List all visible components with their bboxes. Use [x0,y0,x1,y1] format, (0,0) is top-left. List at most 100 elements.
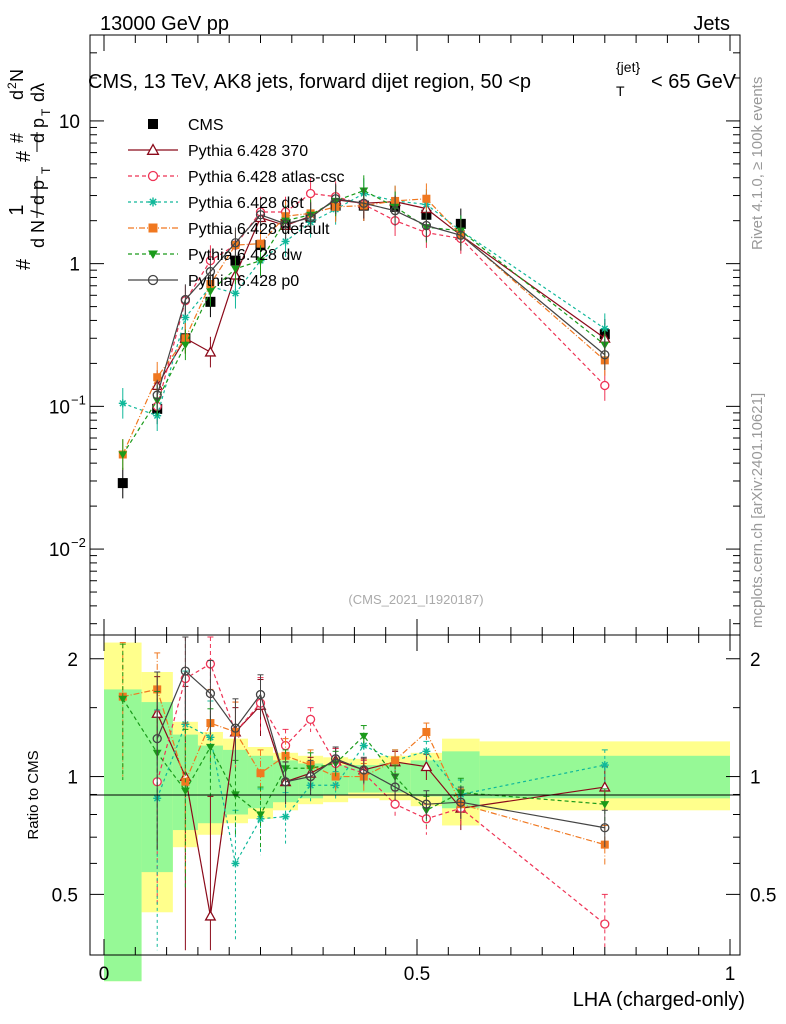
main-point-6-8 [359,198,369,208]
legend-marker-6 [147,274,159,286]
x-tick-label-2: 1 [725,964,736,985]
title-sub: T [616,83,625,99]
main-y-label: # 1 d N / d p T # # d p T d 2 N dλ [5,69,53,270]
side-label-mcplots: mcplots.cern.ch [arXiv:2401.10621] [749,393,766,628]
main-point-4-11 [422,194,431,203]
main-series [117,175,611,499]
side-label-rivet: Rivet 4.1.0, ≥ 100k events [749,77,766,250]
main-point-4-5 [256,239,265,248]
legend-label-1: Pythia 6.428 370 [188,143,308,160]
ratio-ytick-label-right-1: 1 [750,768,761,789]
main-ytick-exp-1: −1 [71,392,86,407]
ratio-ytick-label-left-1: 1 [67,768,78,789]
ratio-point-6-3 [230,723,241,733]
ratio-point-6-12 [600,823,610,833]
ratio-line-1 [156,704,605,917]
main-ytick-label-0: 10 [49,540,70,561]
ratio-point-5-0 [118,695,128,704]
main-ytick-label-2: 1 [69,255,80,276]
ratio-point-5-5 [256,811,265,819]
legend-marker-3 [148,197,158,207]
header-right: Jets [693,13,730,35]
legend-label-4: Pythia 6.428 default [188,221,330,238]
ratio-point-4-8 [331,772,340,781]
ratio-ytick-label-right-2: 2 [750,650,761,671]
main-point-6-7 [330,194,341,204]
ylabel-one: 1 [6,204,28,215]
main-point-6-2 [205,266,216,277]
main-point-6-3 [230,238,241,248]
ratio-point-5-9 [359,732,369,741]
ratio-point-4-10 [391,756,400,765]
main-point-3-4 [231,289,240,298]
ratio-point-2-12 [600,919,610,929]
ratio-line-4 [122,688,605,846]
main-point-2-12 [600,380,610,391]
main-point-1-2 [204,345,217,357]
legend: CMS Pythia 6.428 370 Pythia 6.428 atlas-cs… [128,117,345,290]
ratio-point-3-3 [231,859,240,868]
main-point-6-0 [152,390,162,400]
main-ytick-label-1: 10 [49,397,70,418]
ratio-point-4-5 [256,769,265,778]
x-tick-label-1: 0.5 [404,964,430,985]
ratio-ytick-label-left-2: 2 [67,650,78,671]
main-point-6-1 [180,294,191,305]
ylabel-dpt: d p [28,118,48,143]
ratio-point-6-10 [421,799,432,809]
main-point-3-6 [281,237,290,246]
main-point-6-4 [255,210,266,220]
ratio-y-label: Ratio to CMS [25,750,42,839]
main-point-5-0 [118,451,128,459]
main-line-5 [122,189,606,455]
ratio-uncertainty-bands [104,642,730,982]
title-tail: < 65 GeV [651,71,737,93]
main-point-5-2 [180,341,190,350]
ratio-ytick-label-left-0: 0.5 [52,885,78,906]
main-line-4 [122,198,606,455]
ratio-point-4-11 [422,727,431,736]
ratio-point-6-11 [456,797,466,807]
main-line-3 [122,192,606,417]
analysis-watermark: (CMS_2021_I1920187) [348,592,483,607]
ratio-point-6-9 [390,782,400,792]
ratio-point-3-12 [600,761,609,770]
title-main: CMS, 13 TeV, AK8 jets, forward dijet reg… [88,71,531,93]
ratio-point-5-2 [180,787,190,796]
main-point-3-2 [181,313,190,322]
main-point-3-0 [118,399,127,408]
main-point-5-5 [256,257,265,266]
main-point-6-5 [280,219,291,229]
ratio-point-3-5 [281,812,290,821]
ratio-point-1-10 [420,760,433,772]
main-point-6-11 [456,230,466,240]
ylabel-hash1: # [13,258,35,270]
main-point-5-4 [231,265,240,274]
legend-label-6: Pythia 6.428 p0 [188,273,299,290]
ratio-point-6-0 [152,733,162,744]
ylabel-d2N-sup: 2 [5,82,19,89]
ratio-point-4-6 [281,751,290,760]
legend-marker-5 [148,250,158,259]
main-point-6-12 [600,350,610,360]
title-sup: {jet} [616,59,640,75]
ratio-point-3-8 [359,741,368,750]
ylabel-d2N-tail: N [7,69,27,82]
main-point-6-6 [305,213,316,223]
ratio-point-6-7 [330,754,341,764]
ylabel-dN: d N / d p [28,180,48,248]
legend-marker-4 [148,223,158,233]
ratio-point-3-7 [331,781,340,790]
legend-marker-2 [147,170,159,182]
ratio-point-6-4 [255,689,266,700]
ratio-point-6-5 [280,777,291,787]
ylabel-d2N: d [7,90,27,100]
main-ytick-label-3: 10 [59,112,80,133]
legend-label-2: Pythia 6.428 atlas-csc [188,169,345,186]
ratio-point-6-6 [305,771,316,782]
ratio-line-5 [122,698,605,816]
ratio-point-5-13 [600,801,610,809]
main-point-3-13 [600,324,609,333]
